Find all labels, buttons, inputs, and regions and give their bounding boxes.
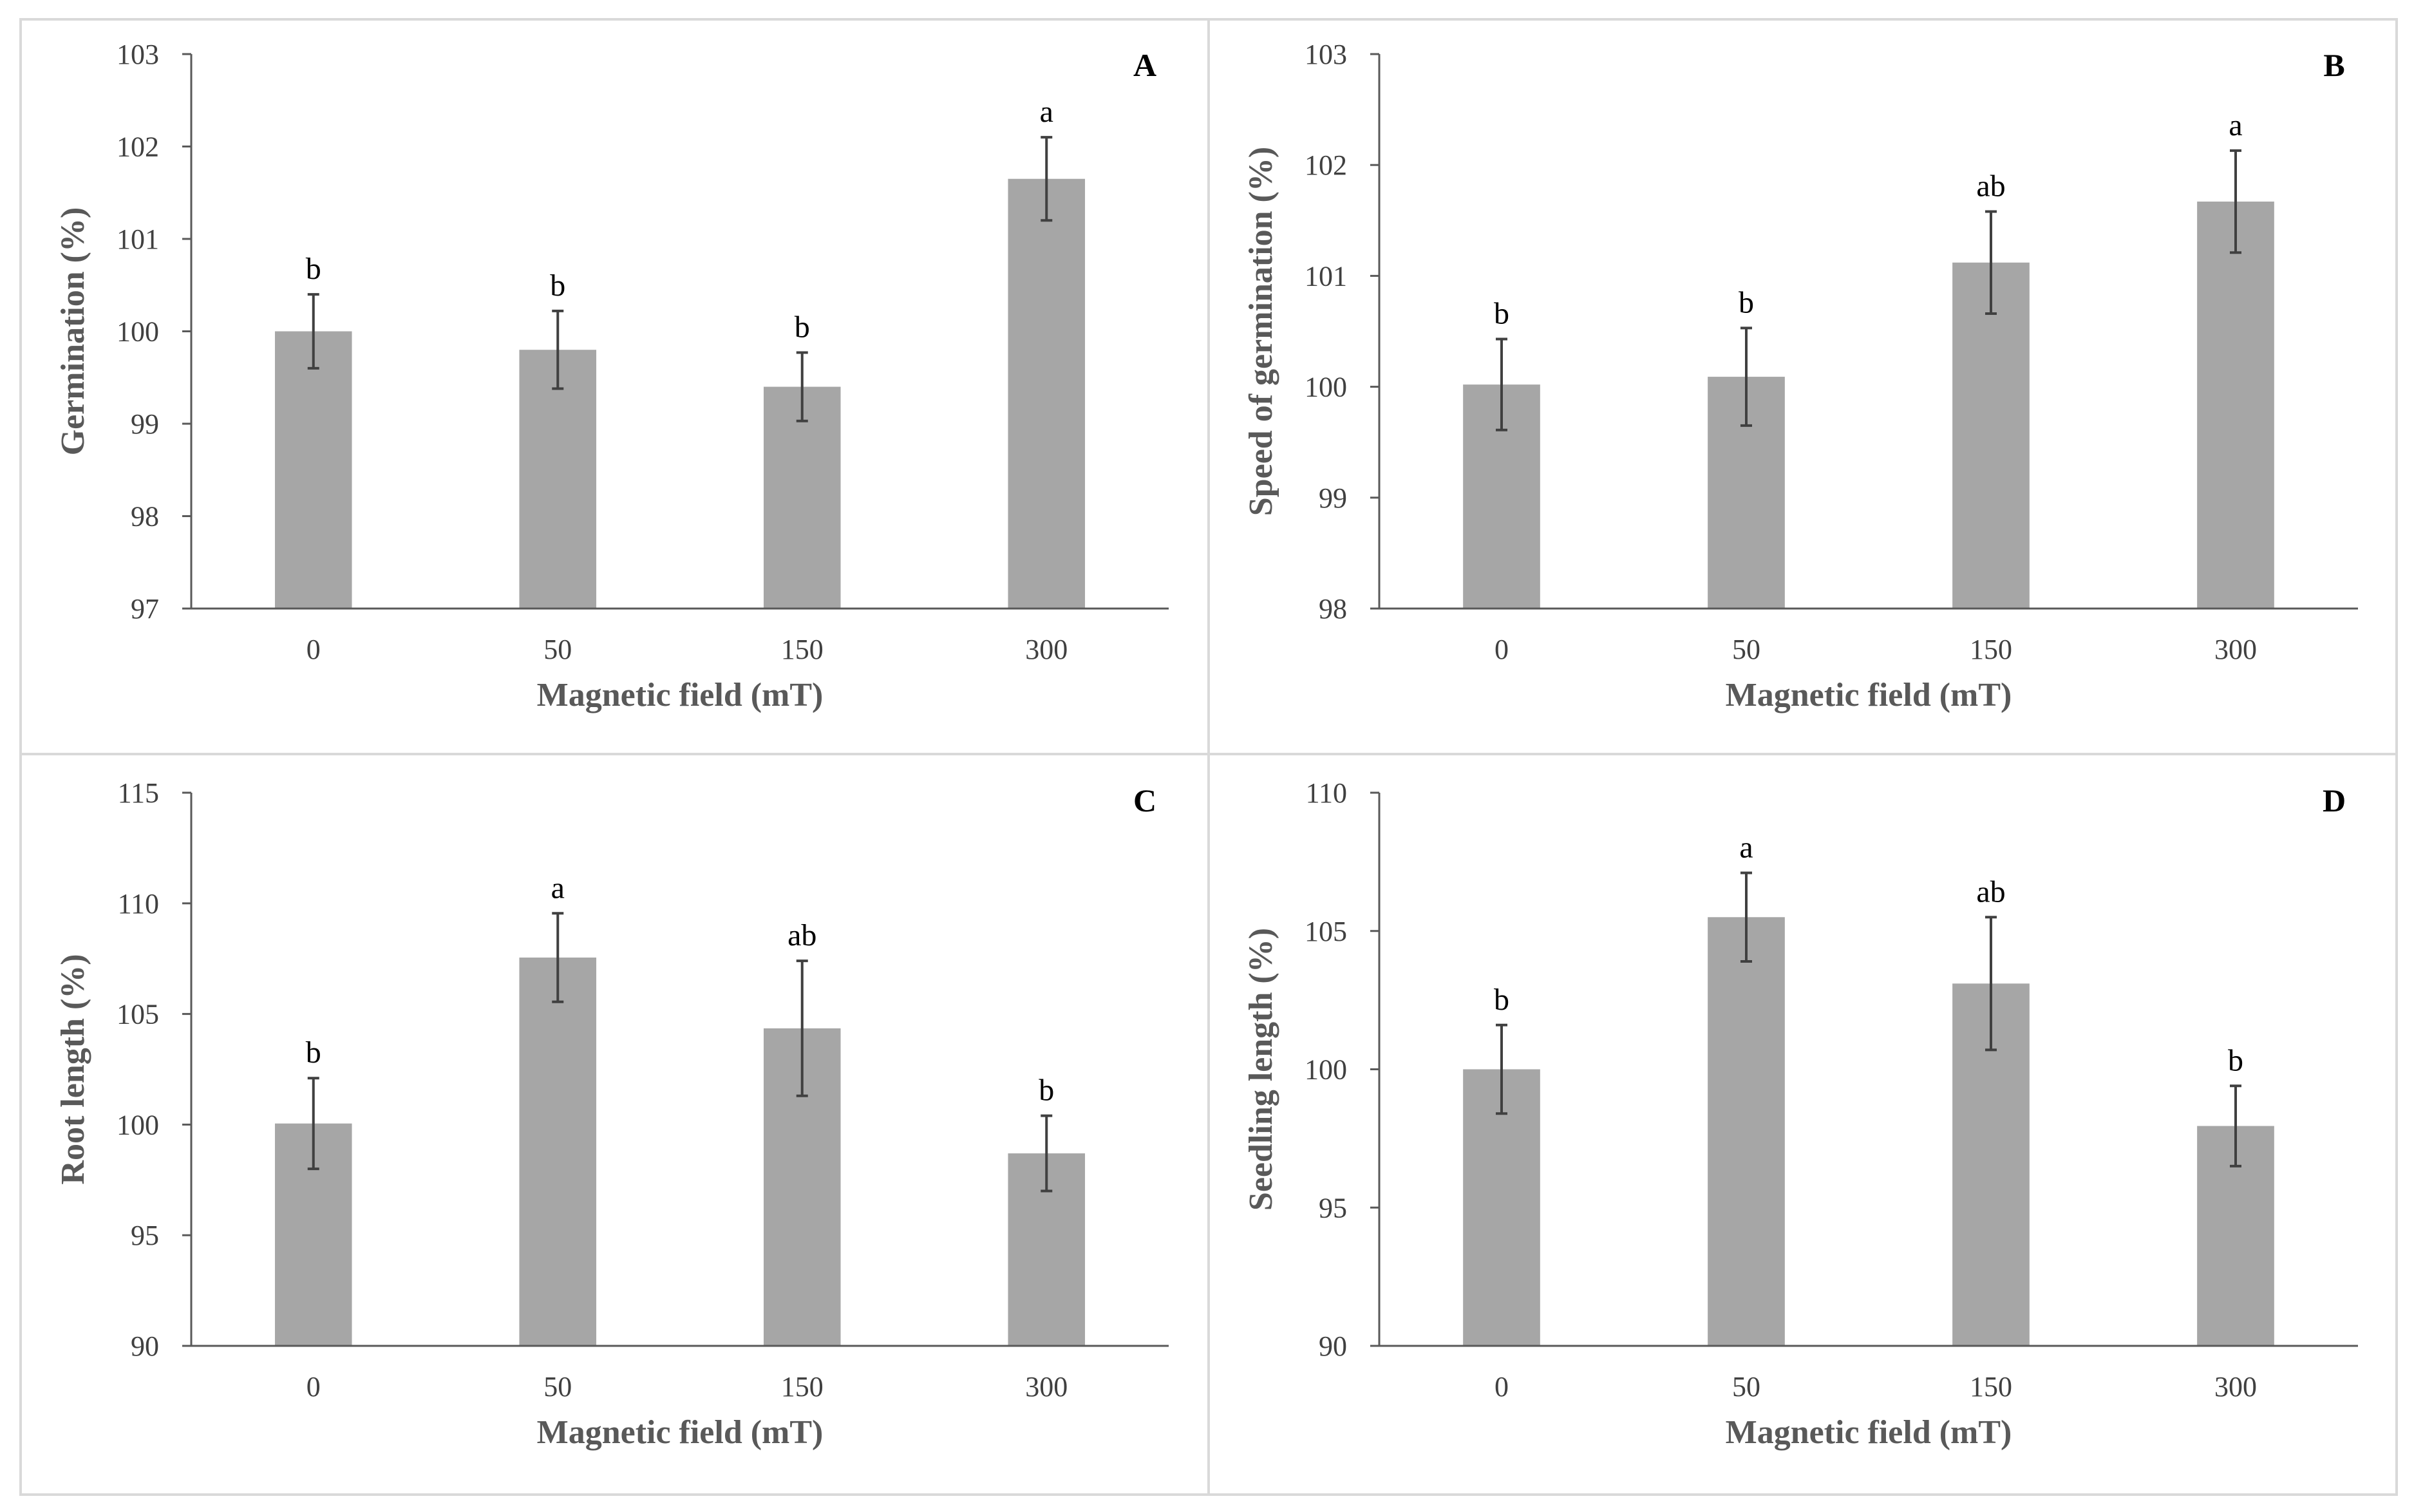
y-tick-label: 90: [131, 1330, 159, 1362]
x-axis-title: Magnetic field (mT): [1726, 1414, 2012, 1451]
y-tick-label: 110: [1306, 777, 1347, 809]
error-bar: [307, 293, 319, 370]
y-tick-label: 100: [1305, 1054, 1347, 1086]
x-tick-label: 0: [306, 634, 321, 665]
x-tick-label: 150: [1970, 634, 2012, 665]
x-tick-label: 50: [543, 1371, 572, 1403]
significance-label: b: [1494, 297, 1509, 331]
error-bar: [552, 309, 564, 390]
y-axis-title: Seedling length (%): [1243, 928, 1279, 1211]
x-tick-label: 0: [306, 1371, 321, 1403]
y-tick-label: 99: [131, 408, 159, 440]
significance-label: b: [1739, 285, 1754, 319]
error-bar: [1740, 326, 1752, 427]
y-tick-label: 100: [1305, 372, 1347, 403]
y-tick-label: 100: [117, 316, 159, 348]
error-bar: [1985, 210, 1997, 315]
x-tick-label: 50: [1732, 634, 1760, 665]
y-tick-label: 102: [117, 131, 159, 163]
y-tick-label: 97: [131, 593, 159, 625]
significance-label: a: [1739, 831, 1753, 865]
error-bar: [1496, 337, 1507, 431]
y-tick-label: 103: [1305, 39, 1347, 70]
bar: [1708, 917, 1785, 1346]
x-axis-title: Magnetic field (mT): [1726, 677, 2012, 713]
significance-label: b: [306, 252, 321, 286]
y-tick-label: 95: [131, 1220, 159, 1251]
y-tick-label: 102: [1305, 149, 1347, 181]
x-tick-label: 0: [1495, 1371, 1509, 1403]
panel-label: C: [1133, 782, 1156, 818]
x-axis-title: Magnetic field (mT): [537, 1414, 824, 1451]
panel-b: b 0 b 50 ab 150 a 300 98 99 100 101 102 103 Magnetic f…: [1207, 18, 2398, 755]
x-tick-label: 150: [781, 1371, 824, 1403]
error-bar: [1985, 916, 1997, 1052]
bar: [1463, 1069, 1540, 1346]
panel-a: b 0 b 50 b 150 a 300 97 98 99 100 101 102 103 Magnetic …: [19, 18, 1210, 755]
x-tick-label: 300: [1025, 634, 1068, 665]
error-bar: [1740, 871, 1752, 963]
y-tick-label: 95: [1319, 1192, 1347, 1224]
y-tick-label: 101: [1305, 260, 1347, 292]
x-tick-label: 0: [1495, 634, 1509, 665]
y-axis-title: Root length (%): [55, 954, 91, 1184]
significance-label: ab: [1976, 169, 2005, 203]
x-tick-label: 50: [543, 634, 572, 665]
bar: [519, 957, 597, 1346]
y-tick-label: 99: [1319, 482, 1347, 514]
significance-label: b: [550, 269, 565, 303]
y-tick-label: 98: [131, 501, 159, 533]
y-tick-label: 90: [1319, 1330, 1347, 1362]
error-bar: [1041, 1114, 1053, 1193]
panel-d: b 0 a 50 ab 150 b 300 90 95 100 105 110 Magnetic fiel…: [1207, 753, 2398, 1496]
y-axis-title: Speed of germination (%): [1243, 147, 1279, 516]
significance-label: a: [551, 871, 565, 905]
bar: [763, 386, 841, 609]
panel-label: B: [2323, 47, 2344, 83]
y-tick-label: 98: [1319, 593, 1347, 625]
error-bar: [796, 351, 808, 422]
error-bar: [1041, 136, 1053, 222]
bar: [1008, 178, 1086, 609]
y-tick-label: 105: [117, 999, 159, 1030]
significance-label: b: [306, 1035, 321, 1070]
panel-border: [1207, 753, 2398, 1496]
error-bar: [307, 1077, 319, 1171]
error-bar: [1496, 1023, 1507, 1115]
x-tick-label: 150: [1970, 1371, 2012, 1403]
bar: [274, 331, 352, 609]
y-tick-label: 105: [1305, 916, 1347, 947]
significance-label: ab: [1976, 874, 2005, 909]
y-tick-label: 100: [117, 1109, 159, 1140]
panel-label: A: [1133, 47, 1156, 83]
bar: [519, 350, 597, 609]
y-tick-label: 115: [118, 777, 159, 809]
x-tick-label: 300: [1025, 1371, 1068, 1403]
x-tick-label: 300: [2214, 634, 2257, 665]
x-tick-label: 50: [1732, 1371, 1760, 1403]
y-tick-label: 110: [118, 888, 159, 920]
significance-label: ab: [787, 918, 816, 952]
y-tick-label: 103: [117, 39, 159, 70]
error-bar: [2230, 149, 2241, 254]
error-bar: [552, 912, 564, 1003]
bar: [2197, 202, 2274, 609]
significance-label: b: [795, 310, 810, 345]
y-axis-title: Germination (%): [55, 207, 91, 456]
error-bar: [2230, 1084, 2241, 1167]
significance-label: a: [2229, 108, 2242, 142]
x-tick-label: 300: [2214, 1371, 2257, 1403]
significance-label: b: [1039, 1073, 1054, 1108]
bar: [1952, 262, 2030, 609]
significance-label: b: [1494, 983, 1509, 1017]
y-tick-label: 101: [117, 223, 159, 255]
significance-label: a: [1040, 95, 1053, 129]
panel-c: b 0 a 50 ab 150 b 300 90 95 100 105 110 115 Magnetic f…: [19, 753, 1210, 1496]
significance-label: b: [2228, 1043, 2243, 1077]
x-axis-title: Magnetic field (mT): [537, 677, 824, 713]
panel-label: D: [2323, 782, 2346, 818]
x-tick-label: 150: [781, 634, 824, 665]
error-bar: [796, 959, 808, 1097]
